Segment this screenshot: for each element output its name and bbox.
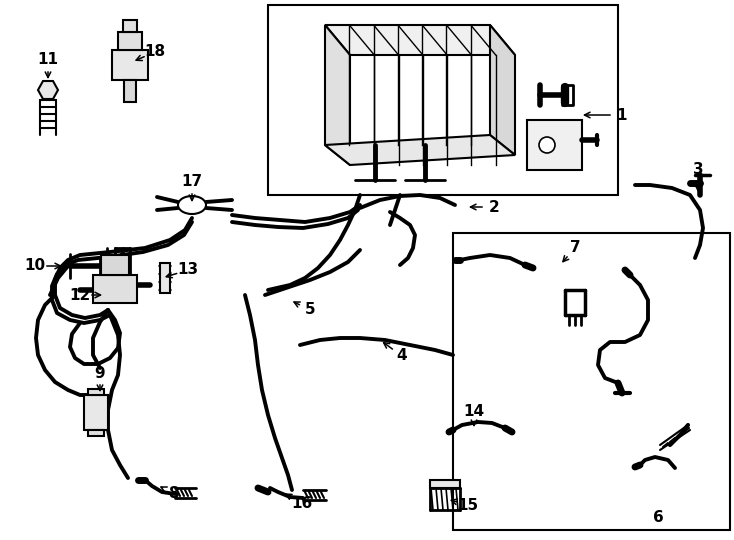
Bar xyxy=(453,233,730,530)
Polygon shape xyxy=(325,25,515,55)
Text: 17: 17 xyxy=(181,174,203,190)
Ellipse shape xyxy=(178,196,206,214)
Polygon shape xyxy=(325,25,350,165)
Text: 11: 11 xyxy=(37,52,59,68)
Text: 8: 8 xyxy=(167,485,178,501)
Text: 2: 2 xyxy=(489,199,499,214)
Polygon shape xyxy=(38,81,58,99)
Text: 6: 6 xyxy=(653,510,664,525)
Bar xyxy=(84,395,108,430)
Bar xyxy=(123,20,137,32)
Polygon shape xyxy=(490,25,515,155)
Text: 1: 1 xyxy=(617,107,628,123)
Text: 10: 10 xyxy=(24,259,46,273)
Bar xyxy=(430,480,460,488)
Bar xyxy=(88,430,104,436)
Text: 7: 7 xyxy=(570,240,581,255)
Bar xyxy=(88,389,104,395)
Text: 12: 12 xyxy=(70,287,90,302)
Text: 15: 15 xyxy=(457,497,479,512)
Text: 4: 4 xyxy=(396,348,407,363)
Bar xyxy=(101,255,129,275)
Bar xyxy=(93,275,137,303)
Bar xyxy=(160,263,170,293)
Text: 16: 16 xyxy=(291,496,313,510)
Text: 5: 5 xyxy=(305,302,316,318)
Text: 13: 13 xyxy=(178,262,199,278)
Text: 18: 18 xyxy=(145,44,166,59)
Bar xyxy=(527,120,582,170)
Bar xyxy=(118,32,142,50)
Bar xyxy=(112,50,148,80)
Circle shape xyxy=(539,137,555,153)
Text: 3: 3 xyxy=(693,163,703,178)
Text: 14: 14 xyxy=(463,404,484,420)
Text: 9: 9 xyxy=(95,366,105,381)
Bar xyxy=(268,5,618,195)
Polygon shape xyxy=(325,135,515,165)
Bar xyxy=(124,80,136,102)
